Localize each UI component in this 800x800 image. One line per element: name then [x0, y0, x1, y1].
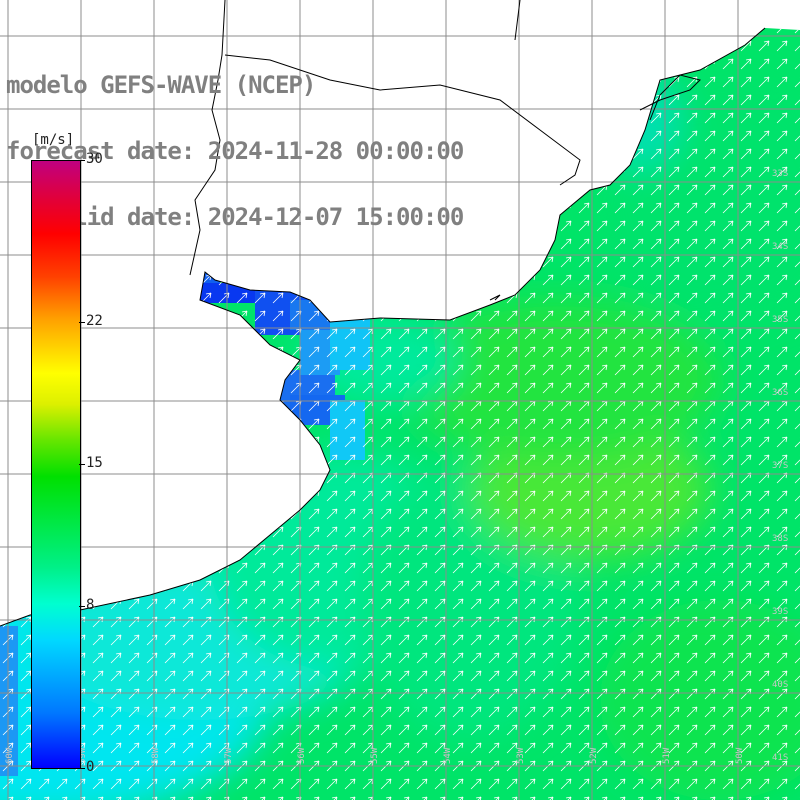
colorbar-tick	[79, 768, 85, 769]
lat-label: 36S	[772, 388, 788, 398]
coastline	[0, 0, 766, 627]
lat-label: 38S	[772, 534, 788, 544]
lat-label: 33S	[772, 169, 788, 179]
lagoa-mirim	[514, 0, 521, 41]
lat-label: 40S	[772, 680, 788, 690]
lon-label: 57W	[224, 747, 234, 764]
colorbar-tick-label: 22	[86, 313, 103, 330]
colorbar-tick	[79, 464, 85, 465]
border-uruguay-argentina	[189, 0, 226, 276]
lon-label: 54W	[443, 747, 453, 764]
lon-label: 52W	[589, 747, 599, 764]
lat-label: 37S	[772, 461, 788, 471]
forecast-date: forecast date: 2024-11-28 00:00:00	[6, 137, 464, 165]
lon-label: 53W	[516, 747, 526, 764]
coastal-lagoon	[489, 294, 501, 301]
lat-labels: 33S 34S 35S 36S 37S 38S 39S 40S 41S	[772, 169, 788, 763]
colorbar-tick-label: 8	[86, 596, 95, 613]
model-name: modelo GEFS-WAVE (NCEP)	[6, 71, 316, 99]
lon-label: 59W	[78, 747, 88, 764]
lagoa-dos-patos	[639, 74, 701, 121]
border-uruguay-brazil	[224, 54, 581, 186]
lon-label: 58W	[151, 747, 161, 764]
lon-label: 60W	[5, 747, 15, 764]
map-title: modelo GEFS-WAVE (NCEP) forecast date: 2…	[6, 30, 464, 250]
colorbar-unit: [m/s]	[32, 132, 75, 148]
lat-label: 39S	[772, 607, 788, 617]
colorbar-tick	[79, 160, 85, 161]
lon-labels: 60W 59W 58W 57W 56W 55W 54W 53W 52W 51W …	[5, 747, 745, 764]
lon-label: 50W	[735, 747, 745, 764]
lon-label: 51W	[662, 747, 672, 764]
lat-label: 41S	[772, 753, 788, 763]
lat-label: 35S	[772, 315, 788, 325]
colorbar-tick-label: 0	[86, 759, 95, 775]
lon-label: 56W	[297, 747, 307, 764]
colorbar	[31, 160, 81, 769]
colorbar-tick-label: 15	[86, 455, 103, 471]
lon-label: 55W	[370, 747, 380, 764]
colorbar-tick-label: 30	[86, 151, 103, 167]
lat-label: 34S	[772, 242, 788, 252]
colorbar-tick	[79, 322, 85, 324]
colorbar-tick	[79, 605, 85, 607]
